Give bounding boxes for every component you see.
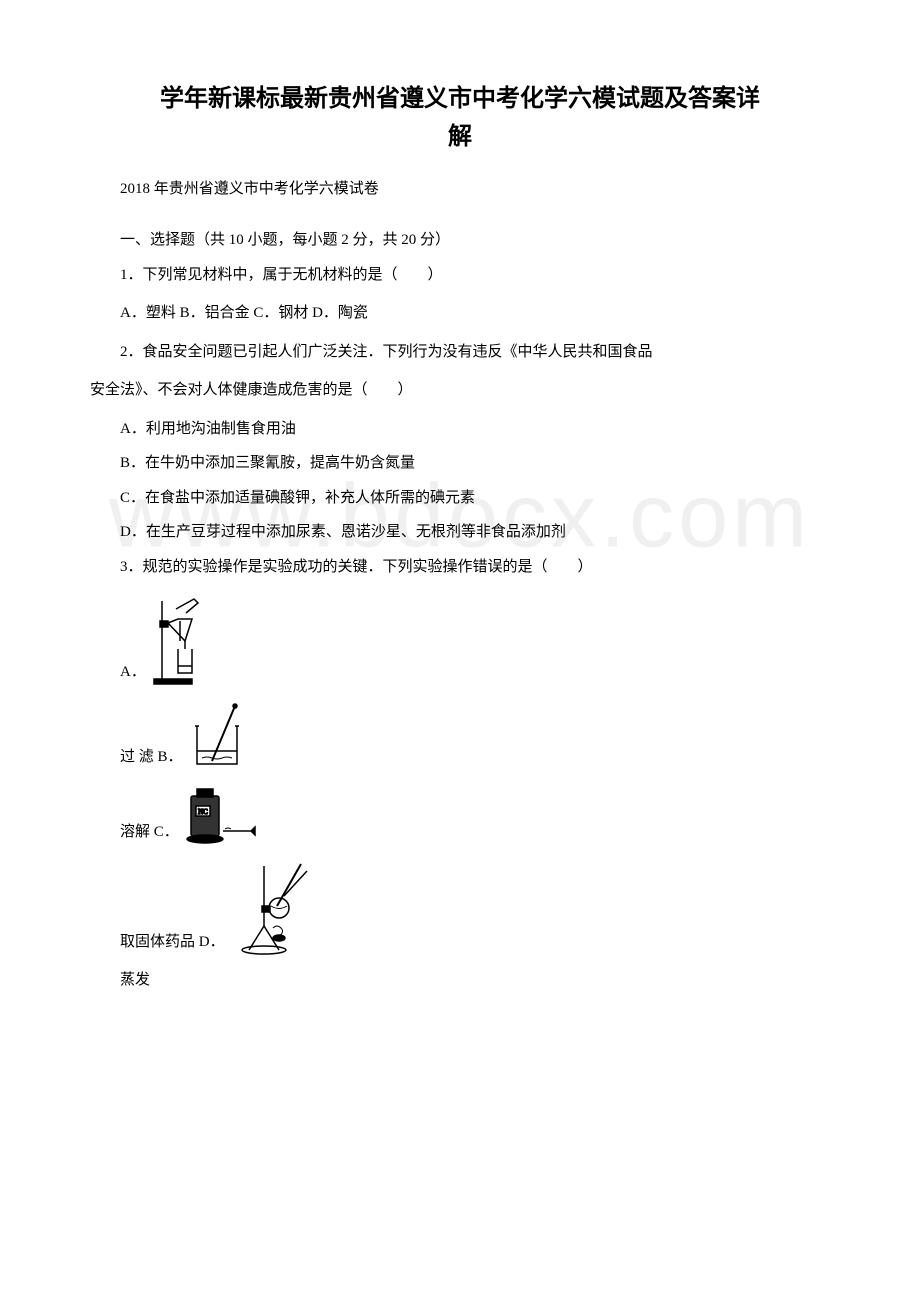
document-content: 学年新课标最新贵州省遵义市中考化学六模试题及答案详 解 2018 年贵州省遵义市… bbox=[90, 80, 830, 995]
title-line-2: 解 bbox=[448, 123, 472, 150]
q3-option-b: 过 滤 B． bbox=[90, 696, 830, 771]
main-title: 学年新课标最新贵州省遵义市中考化学六模试题及答案详 解 bbox=[90, 80, 830, 157]
q2-option-a: A．利用地沟油制售食用油 bbox=[90, 415, 830, 444]
evaporation-diagram-icon bbox=[229, 856, 314, 956]
q3-option-d: 取固体药品 D． bbox=[90, 856, 830, 956]
q2-option-c: C．在食盐中添加适量碘酸钾，补充人体所需的碘元素 bbox=[90, 484, 830, 513]
q3-stem: 3．规范的实验操作是实验成功的关键．下列实验操作错误的是（ ） bbox=[90, 553, 830, 582]
filtration-diagram-icon bbox=[150, 591, 220, 686]
q3-label-d: 取固体药品 D． bbox=[90, 928, 225, 957]
q2-option-d: D．在生产豆芽过程中添加尿素、恩诺沙星、无根剂等非食品添加剂 bbox=[90, 518, 830, 547]
title-line-1: 学年新课标最新贵州省遵义市中考化学六模试题及答案详 bbox=[160, 85, 760, 112]
q3-option-a: A． bbox=[90, 591, 830, 686]
q1-stem: 1．下列常见材料中，属于无机材料的是（ ） bbox=[90, 261, 830, 290]
q2-stem-line1: 2．食品安全问题已引起人们广泛关注．下列行为没有违反《中华人民共和国食品 bbox=[90, 338, 830, 367]
q3-option-c: 溶解 C． NC bbox=[90, 781, 830, 846]
q1-options: A．塑料 B．铝合金 C．钢材 D．陶瓷 bbox=[90, 299, 830, 328]
q3-label-last: 蒸发 bbox=[90, 966, 830, 995]
section-1-header: 一、选择题（共 10 小题，每小题 2 分，共 20 分） bbox=[90, 228, 830, 249]
taking-solid-diagram-icon: NC bbox=[183, 781, 258, 846]
q2-option-b: B．在牛奶中添加三聚氰胺，提高牛奶含氮量 bbox=[90, 449, 830, 478]
q3-label-c: 溶解 C． bbox=[90, 818, 179, 847]
dissolving-diagram-icon bbox=[187, 696, 252, 771]
subtitle: 2018 年贵州省遵义市中考化学六模试卷 bbox=[90, 177, 830, 198]
q3-label-b: 过 滤 B． bbox=[90, 743, 183, 772]
q3-label-a: A． bbox=[90, 658, 146, 687]
q2-stem-line2: 安全法》、不会对人体健康造成危害的是（ ） bbox=[90, 376, 830, 405]
svg-text:NC: NC bbox=[198, 808, 208, 816]
